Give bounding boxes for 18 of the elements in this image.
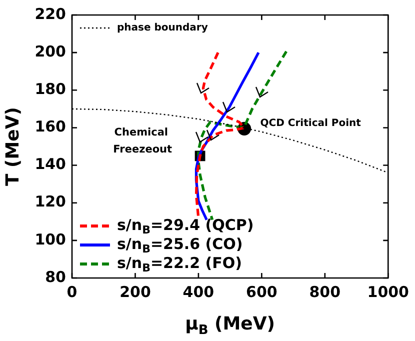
x-tick-label: 1000: [367, 282, 409, 301]
legend-label: phase boundary: [117, 22, 208, 34]
x-tick-label: 800: [309, 282, 341, 301]
y-tick-label: 200: [34, 42, 66, 60]
x-tick-label: 0: [66, 282, 78, 301]
y-tick-label: 160: [34, 118, 66, 136]
x-tick-label: 200: [120, 282, 151, 301]
y-tick-label: 80: [45, 268, 66, 286]
y-tick-label: 220: [34, 4, 66, 23]
annotation: Chemical Freezeout: [113, 126, 172, 156]
y-tick-label: 180: [34, 80, 66, 98]
y-tick-label: 120: [34, 192, 66, 211]
x-tick-label: 600: [246, 282, 278, 301]
y-axis-title: T (MeV): [2, 106, 24, 186]
y-tick-label: 100: [34, 230, 66, 248]
annotation: QCD Critical Point: [260, 118, 362, 130]
x-tick-label: 400: [182, 282, 214, 301]
y-tick-label: 140: [34, 155, 66, 174]
